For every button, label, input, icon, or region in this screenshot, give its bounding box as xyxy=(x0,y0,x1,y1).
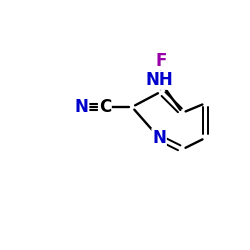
Text: F: F xyxy=(156,52,167,70)
Text: C: C xyxy=(99,98,111,116)
Text: N: N xyxy=(75,98,88,116)
Text: NH: NH xyxy=(145,71,173,89)
Text: N: N xyxy=(152,129,166,147)
